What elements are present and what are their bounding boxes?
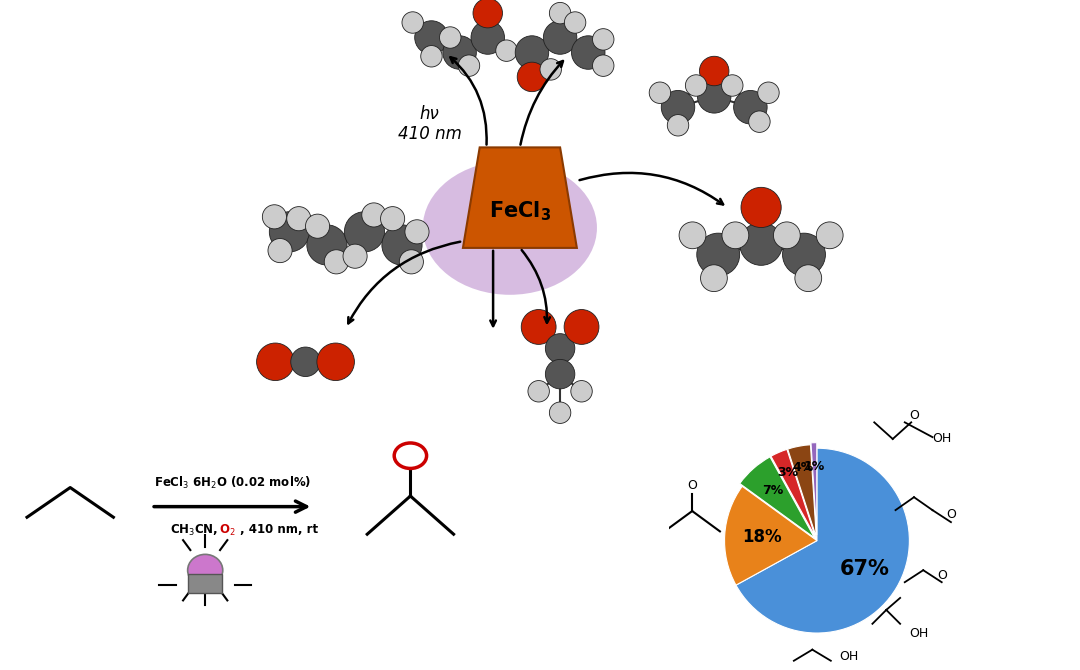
Text: 3%: 3%	[777, 466, 798, 479]
Text: 4%: 4%	[793, 462, 813, 474]
Circle shape	[496, 40, 517, 62]
Text: 1%: 1%	[804, 460, 825, 473]
Text: , 410 nm, rt: , 410 nm, rt	[241, 523, 319, 537]
Circle shape	[421, 46, 442, 67]
Text: O: O	[687, 478, 697, 492]
Circle shape	[402, 12, 423, 34]
Text: OH: OH	[839, 650, 859, 663]
Text: hν
410 nm: hν 410 nm	[397, 105, 461, 143]
Text: OH: OH	[932, 432, 951, 446]
Circle shape	[545, 359, 575, 389]
Circle shape	[291, 347, 321, 377]
Circle shape	[783, 233, 825, 276]
Circle shape	[661, 90, 694, 124]
Circle shape	[257, 343, 294, 381]
Text: CH$_3$CN,: CH$_3$CN,	[171, 523, 219, 537]
Circle shape	[667, 115, 689, 136]
Circle shape	[593, 55, 613, 76]
Circle shape	[262, 205, 286, 229]
Circle shape	[697, 233, 740, 276]
Circle shape	[345, 212, 384, 252]
Circle shape	[550, 402, 571, 423]
Circle shape	[565, 12, 585, 34]
Circle shape	[773, 222, 800, 249]
Circle shape	[721, 222, 748, 249]
Circle shape	[440, 27, 461, 48]
Wedge shape	[725, 486, 816, 585]
Circle shape	[795, 265, 822, 291]
Circle shape	[733, 90, 767, 124]
Circle shape	[571, 381, 592, 402]
Polygon shape	[463, 147, 577, 248]
Circle shape	[540, 59, 562, 80]
Text: OH: OH	[909, 626, 928, 640]
Circle shape	[415, 21, 448, 54]
Circle shape	[324, 250, 349, 274]
Circle shape	[686, 75, 706, 96]
Circle shape	[550, 3, 571, 24]
Wedge shape	[735, 448, 909, 633]
Circle shape	[517, 62, 546, 92]
Circle shape	[400, 250, 423, 274]
Circle shape	[593, 29, 613, 50]
Circle shape	[543, 21, 577, 54]
Circle shape	[748, 111, 770, 133]
Circle shape	[758, 82, 779, 103]
Text: O: O	[909, 409, 919, 422]
Circle shape	[316, 343, 354, 381]
Text: O$_2$: O$_2$	[218, 523, 235, 537]
Circle shape	[701, 265, 727, 291]
Circle shape	[394, 443, 427, 468]
Circle shape	[698, 80, 731, 113]
Wedge shape	[811, 443, 816, 535]
Circle shape	[473, 0, 502, 28]
Circle shape	[700, 56, 729, 86]
Circle shape	[649, 82, 671, 103]
Circle shape	[405, 220, 429, 244]
Circle shape	[471, 21, 504, 54]
Text: O: O	[946, 509, 956, 521]
Wedge shape	[787, 445, 816, 537]
Circle shape	[286, 206, 311, 230]
Circle shape	[443, 36, 476, 69]
Circle shape	[362, 203, 386, 227]
Circle shape	[679, 222, 706, 249]
Circle shape	[545, 334, 575, 363]
Text: O: O	[936, 570, 947, 582]
Circle shape	[740, 222, 783, 265]
Circle shape	[269, 212, 310, 252]
Circle shape	[458, 55, 480, 76]
Circle shape	[522, 310, 556, 344]
Circle shape	[571, 36, 605, 69]
Circle shape	[816, 222, 843, 249]
Circle shape	[306, 214, 329, 239]
Text: 67%: 67%	[840, 559, 890, 579]
Wedge shape	[771, 450, 815, 537]
Circle shape	[343, 244, 367, 268]
Circle shape	[380, 206, 405, 230]
Text: $\bf{FeCl_3}$: $\bf{FeCl_3}$	[489, 199, 551, 223]
Text: 7%: 7%	[762, 484, 784, 497]
Wedge shape	[740, 457, 814, 538]
Circle shape	[564, 310, 599, 344]
Circle shape	[528, 381, 550, 402]
Circle shape	[741, 188, 781, 228]
Circle shape	[721, 75, 743, 96]
Circle shape	[382, 225, 422, 265]
Circle shape	[515, 36, 549, 69]
Text: FeCl$_3$ 6H$_2$O (0.02 mol%): FeCl$_3$ 6H$_2$O (0.02 mol%)	[153, 475, 311, 491]
Circle shape	[307, 225, 347, 265]
Ellipse shape	[188, 554, 222, 586]
Circle shape	[268, 239, 292, 263]
Text: 18%: 18%	[742, 528, 782, 546]
Ellipse shape	[422, 161, 597, 295]
FancyBboxPatch shape	[188, 574, 222, 593]
